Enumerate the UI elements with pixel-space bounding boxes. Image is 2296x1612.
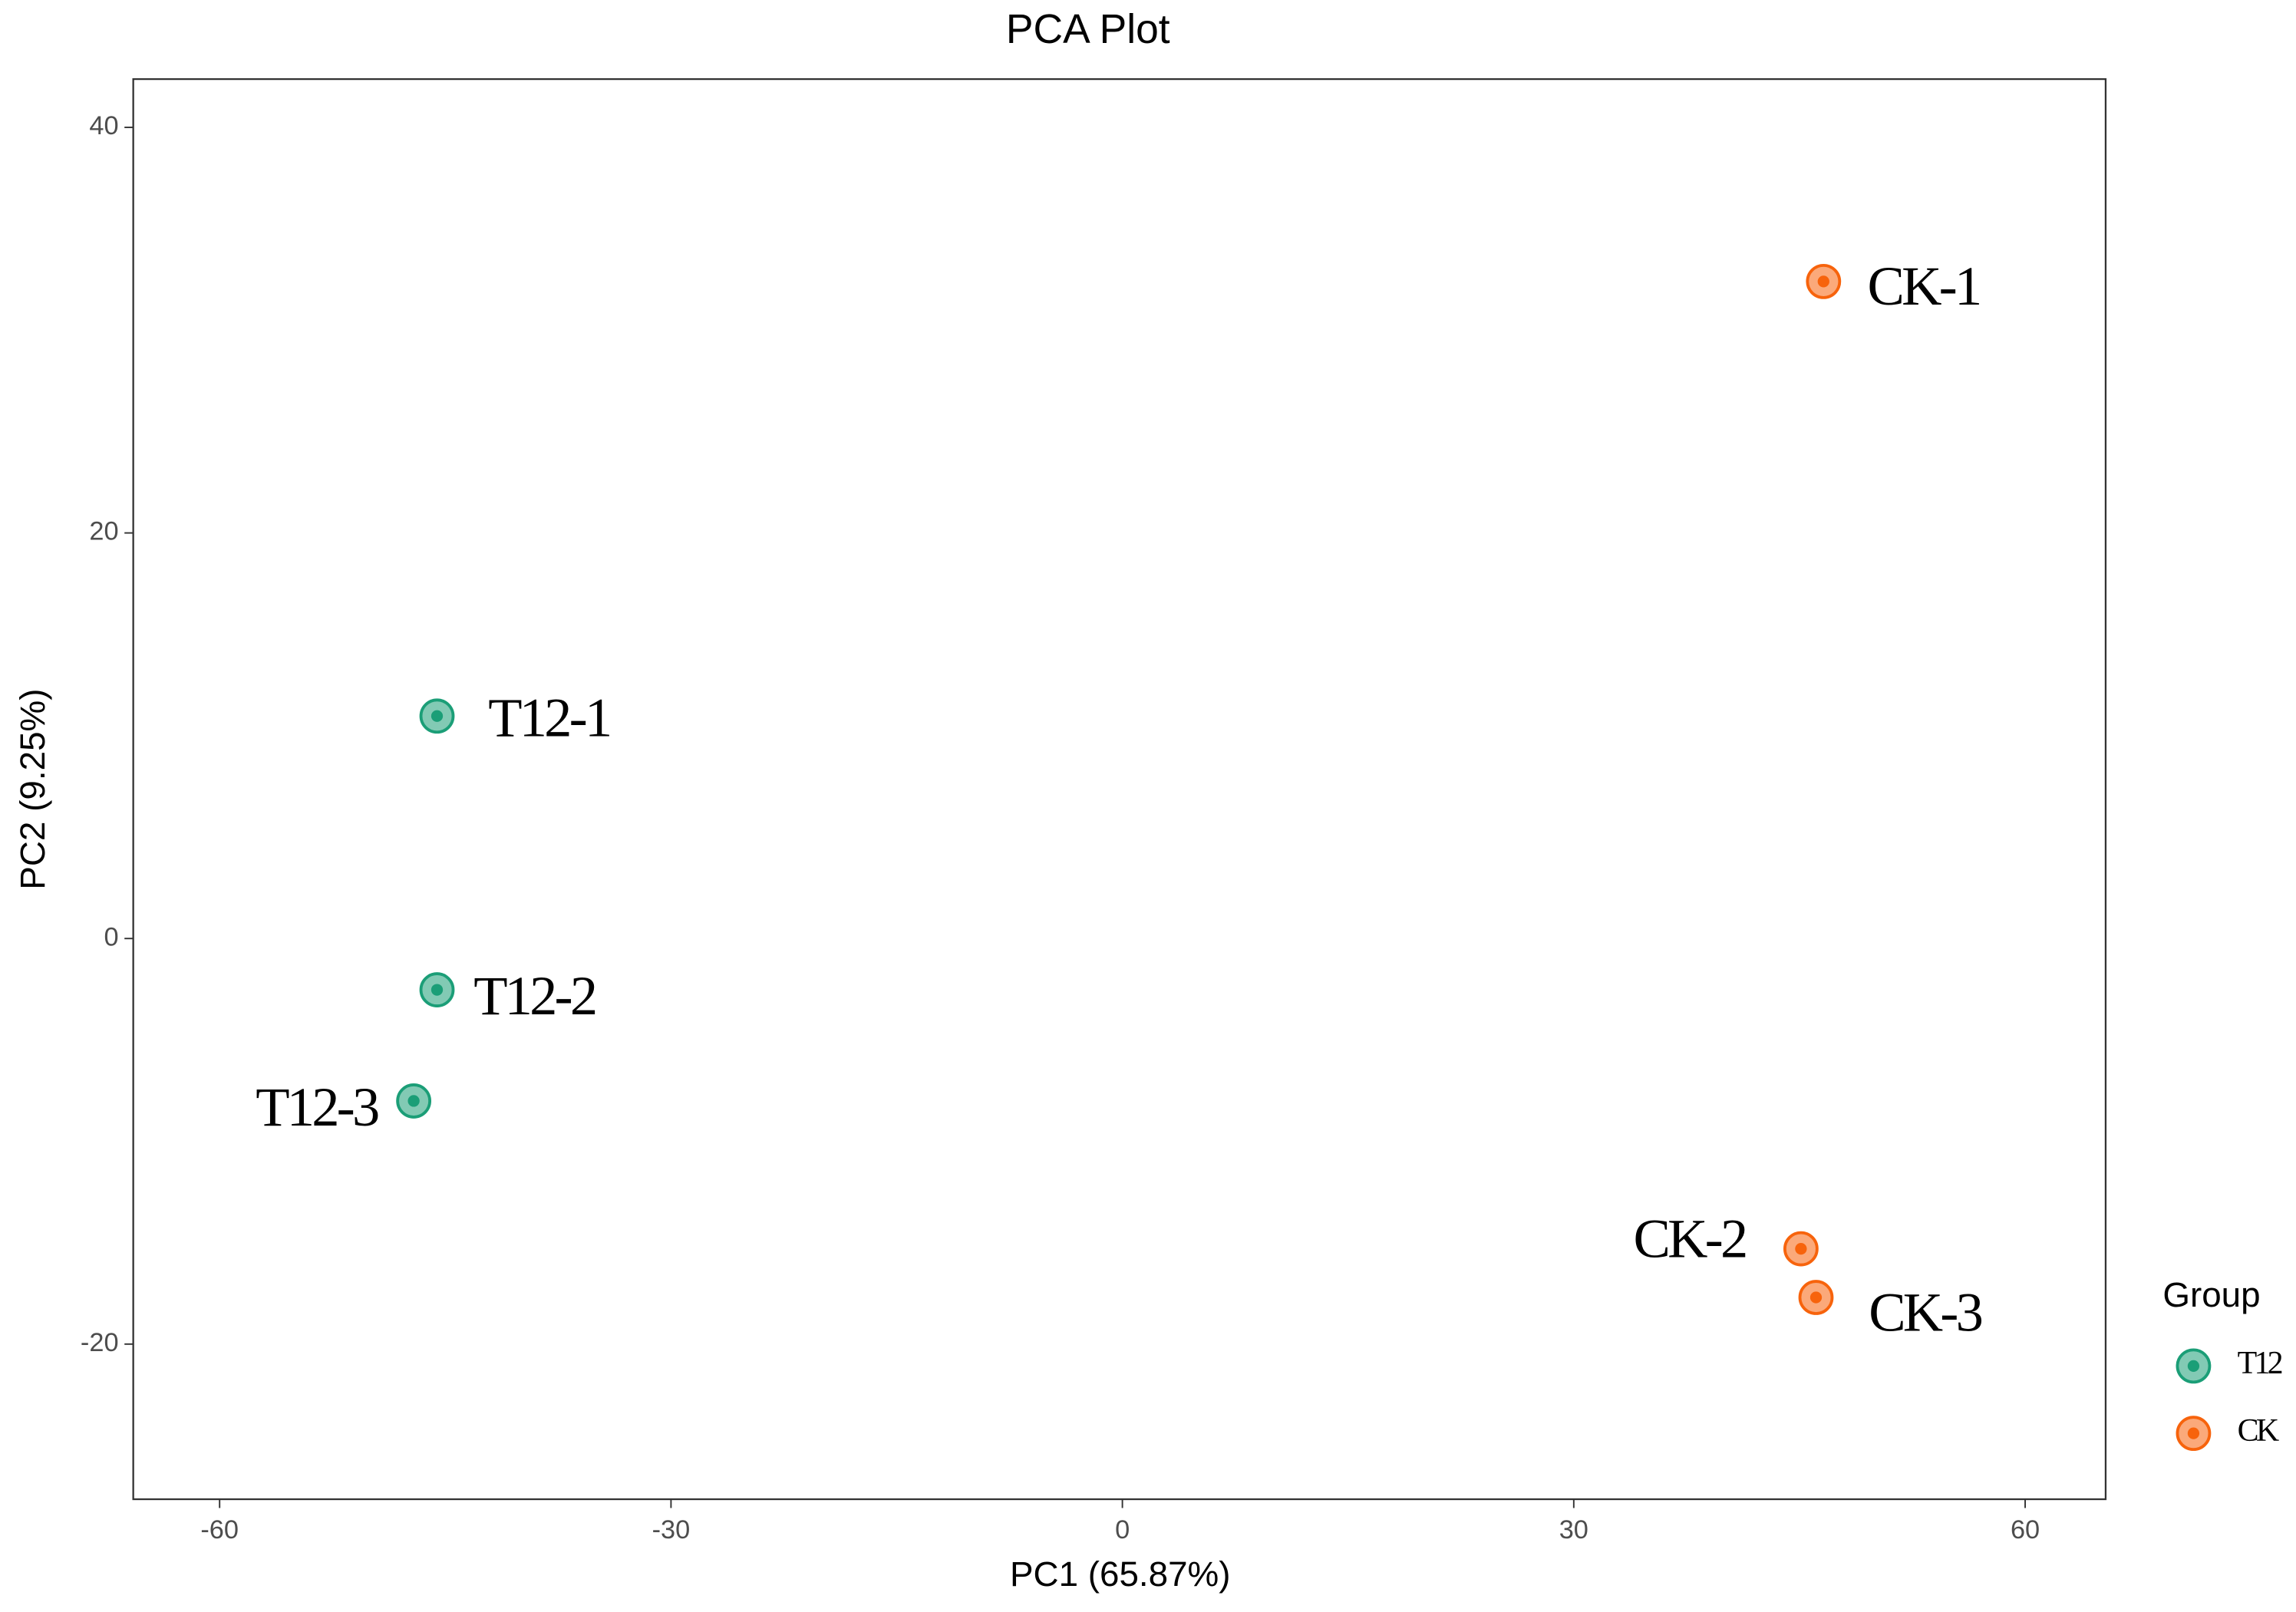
x-tick-label: 60 (2011, 1515, 2040, 1544)
point-label: T12-2 (473, 964, 595, 1027)
x-tick-label: -60 (200, 1515, 239, 1544)
point-label: CK-1 (1868, 255, 1980, 317)
point-core (1817, 275, 1829, 288)
x-axis-title: PC1 (65.87%) (1010, 1554, 1231, 1594)
point (1798, 1280, 1834, 1315)
y-tick-label: 40 (89, 111, 118, 140)
point-core (430, 984, 444, 996)
point (419, 972, 455, 1007)
point-core (430, 710, 444, 722)
y-tick-label: 20 (89, 517, 118, 546)
point-label: T12-1 (488, 686, 609, 748)
point-core (1809, 1291, 1823, 1304)
point (1806, 263, 1842, 299)
y-tick-label: 0 (104, 922, 118, 951)
legend-label: T12 (2238, 1346, 2282, 1381)
y-tick-label: -20 (81, 1328, 119, 1357)
point-label: CK-2 (1634, 1208, 1746, 1270)
legend-title: Group (2162, 1275, 2260, 1314)
x-tick-label: -30 (652, 1515, 691, 1544)
point (419, 698, 455, 734)
legend-label: CK (2238, 1413, 2279, 1449)
x-tick-label: 0 (1115, 1515, 1130, 1544)
point-core (407, 1095, 420, 1107)
y-axis-title: PC2 (9.25%) (13, 689, 52, 890)
plot-border (132, 77, 2107, 1501)
legend-core (2187, 1427, 2200, 1439)
legend-core (2187, 1360, 2200, 1373)
point (1783, 1231, 1819, 1267)
point-core (1795, 1242, 1807, 1255)
point-label: CK-3 (1869, 1281, 1981, 1343)
point (396, 1083, 432, 1119)
point-label: T12-3 (256, 1076, 378, 1138)
chart-title: PCA Plot (1006, 7, 1170, 52)
x-tick-label: 30 (1559, 1515, 1588, 1544)
